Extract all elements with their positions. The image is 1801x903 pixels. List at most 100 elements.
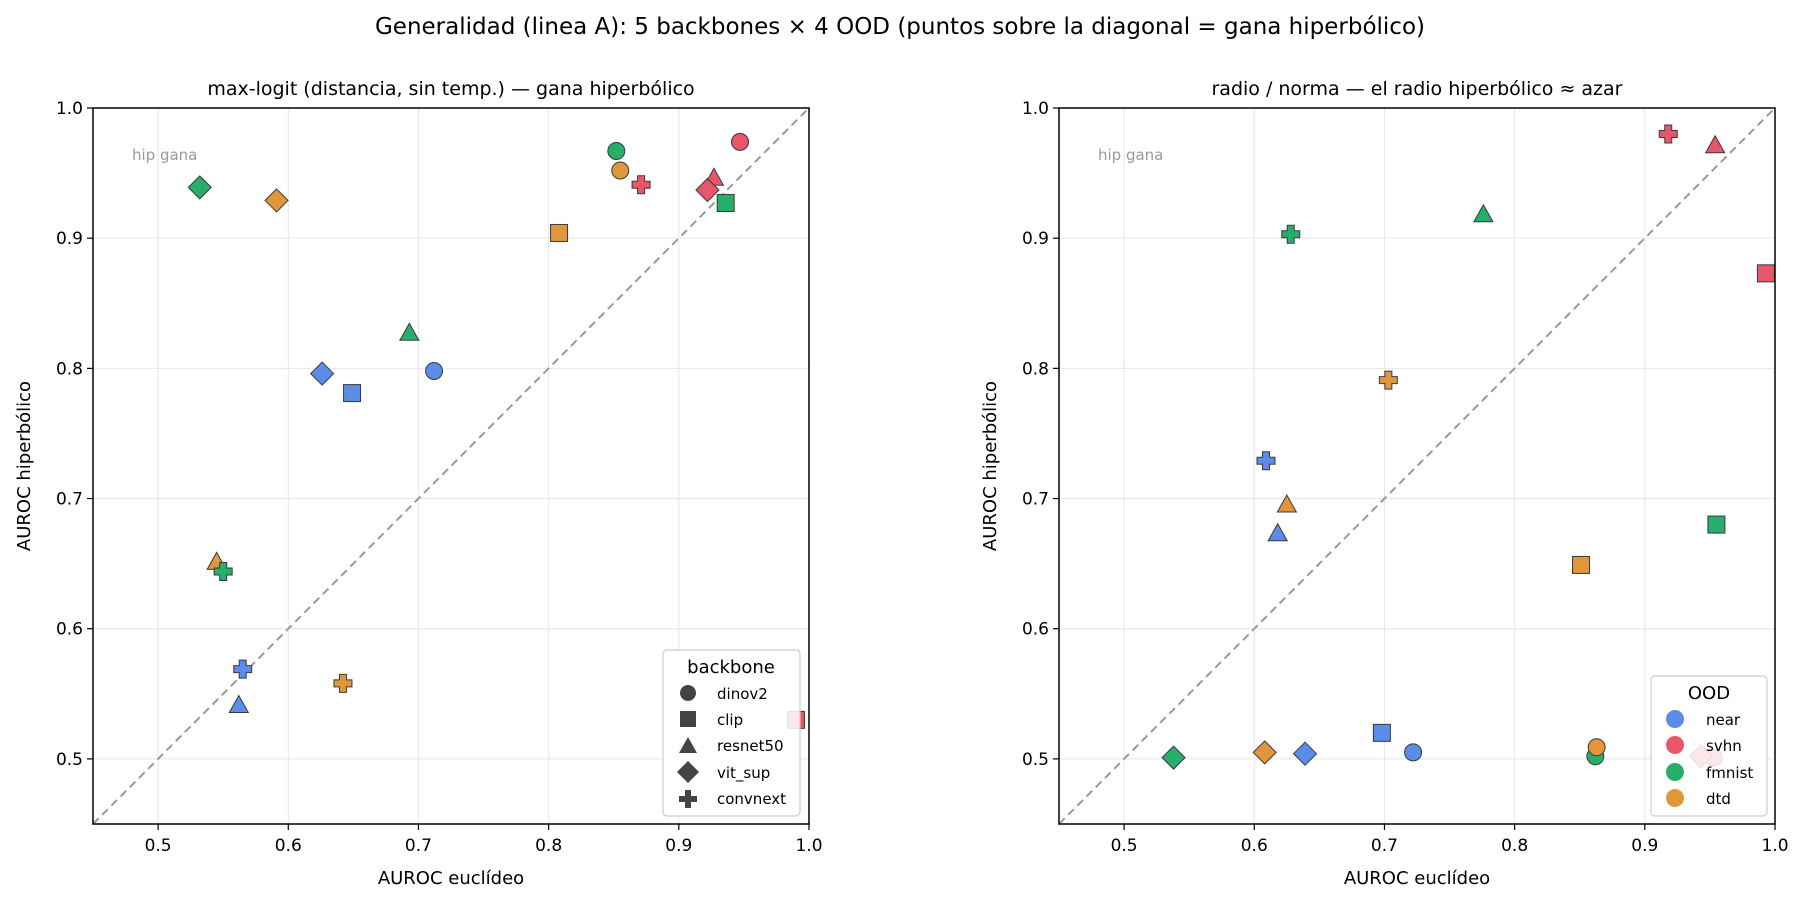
panel-title-max-logit: max-logit (distancia, sin temp.) — gana … xyxy=(207,78,694,100)
legend-label-near: near xyxy=(1706,711,1741,729)
legend-ood: OOD near svhn fmnist dtd xyxy=(1650,675,1768,817)
point-clip-fmnist xyxy=(716,194,735,213)
legend-marker-triangle xyxy=(679,737,697,753)
ticks-max-logit: 0.5 0.6 0.7 0.8 0.9 1.0 0.5 0.6 0.7 0.8 0.9 1.0 xyxy=(56,99,823,856)
y-tick-label: 0.6 xyxy=(56,620,83,640)
point-dinov2-dtd xyxy=(1587,738,1606,757)
panel-radio-norma: radio / norma — el radio hiperbólico ≈ a… xyxy=(980,78,1789,889)
point-vit-sup-near xyxy=(1292,741,1318,766)
point-convnext-near xyxy=(1256,451,1276,471)
point-clip-fmnist xyxy=(1707,515,1726,534)
x-tick-label: 1.0 xyxy=(795,836,822,856)
point-vit-sup-fmnist xyxy=(187,175,212,200)
legend-item-convnext: convnext xyxy=(679,790,786,808)
legend-label-dinov2: dinov2 xyxy=(717,685,768,703)
legend-marker-svhn xyxy=(1666,736,1684,754)
legend-item-svhn: svhn xyxy=(1666,736,1742,755)
legend-label-resnet50: resnet50 xyxy=(717,737,784,755)
legend-title-backbone: backbone xyxy=(687,657,775,678)
point-convnext-dtd xyxy=(333,673,353,693)
point-resnet50-dtd xyxy=(1276,494,1298,513)
point-resnet50-near xyxy=(1267,522,1289,542)
x-tick-label: 0.7 xyxy=(405,836,432,856)
y-tick-label: 0.9 xyxy=(56,229,83,249)
legend-marker-near xyxy=(1666,710,1684,728)
point-convnext-near xyxy=(233,659,253,679)
axes-frame-max-logit xyxy=(92,107,810,825)
legend-label-clip: clip xyxy=(717,711,743,729)
x-tick-label: 1.0 xyxy=(1761,836,1788,856)
panel-max-logit: max-logit (distancia, sin temp.) — gana … xyxy=(14,78,823,889)
y-axis-label-radio-norma: AUROC hiperbólico xyxy=(980,381,1001,551)
legend-backbone: backbone dinov2 clip resnet50 vit_sup co… xyxy=(662,649,801,817)
x-tick-label: 0.7 xyxy=(1371,836,1398,856)
legend-box-ood xyxy=(1650,675,1768,817)
x-tick-label: 0.6 xyxy=(275,836,302,856)
legend-marker-square xyxy=(680,711,696,727)
point-convnext-dtd xyxy=(1378,370,1398,390)
point-resnet50-fmnist xyxy=(1473,203,1494,223)
legend-label-svhn: svhn xyxy=(1706,737,1742,755)
legend-label-vit-sup: vit_sup xyxy=(717,764,770,783)
x-tick-label: 0.9 xyxy=(1631,836,1658,856)
point-convnext-svhn xyxy=(1658,124,1678,144)
point-dinov2-dtd xyxy=(611,161,630,180)
panel-title-radio-norma: radio / norma — el radio hiperbólico ≈ a… xyxy=(1211,78,1622,100)
y-tick-label: 0.7 xyxy=(1022,490,1049,510)
annotation-hip-gana-radio-norma: hip gana xyxy=(1098,146,1163,164)
y-tick-label: 0.5 xyxy=(1022,750,1049,770)
legend-title-ood: OOD xyxy=(1688,683,1730,704)
x-tick-label: 0.8 xyxy=(1501,836,1528,856)
point-resnet50-near xyxy=(228,694,250,714)
point-vit-sup-dtd xyxy=(1252,740,1277,765)
legend-box-backbone xyxy=(662,649,801,817)
point-clip-dtd xyxy=(550,223,569,242)
point-clip-near xyxy=(343,384,362,403)
point-convnext-fmnist xyxy=(213,561,233,581)
legend-marker-circle xyxy=(680,685,696,701)
legend-item-clip: clip xyxy=(680,711,743,729)
point-dinov2-fmnist xyxy=(607,141,626,160)
point-resnet50-fmnist xyxy=(398,322,420,341)
ticks-radio-norma: 0.5 0.6 0.7 0.8 0.9 1.0 0.5 0.6 0.7 0.8 0.9 1.0 xyxy=(1022,99,1789,856)
point-clip-dtd xyxy=(1572,555,1591,574)
point-vit-sup-near xyxy=(309,361,335,386)
x-tick-label: 0.5 xyxy=(145,836,172,856)
point-resnet50-svhn xyxy=(1704,134,1726,154)
legend-item-resnet50: resnet50 xyxy=(679,737,784,755)
annotation-hip-gana-max-logit: hip gana xyxy=(132,146,197,164)
y-tick-label: 0.6 xyxy=(1022,620,1049,640)
x-tick-label: 0.8 xyxy=(535,836,562,856)
point-dinov2-near xyxy=(1404,743,1423,762)
axes-frame-radio-norma xyxy=(1058,107,1776,825)
y-tick-label: 0.5 xyxy=(56,750,83,770)
point-clip-svhn xyxy=(1756,264,1775,283)
y-tick-label: 0.9 xyxy=(1022,229,1049,249)
legend-item-dtd: dtd xyxy=(1666,789,1731,808)
legend-marker-dtd xyxy=(1666,789,1684,807)
point-dinov2-svhn xyxy=(731,132,750,151)
y-tick-label: 0.8 xyxy=(1022,359,1049,379)
y-tick-label: 1.0 xyxy=(1022,99,1049,119)
point-vit-sup-svhn xyxy=(695,177,720,203)
point-clip-near xyxy=(1372,723,1391,742)
legend-marker-fmnist xyxy=(1666,763,1684,781)
legend-item-vit-sup: vit_sup xyxy=(677,761,770,783)
point-dinov2-near xyxy=(425,361,444,380)
legend-item-dinov2: dinov2 xyxy=(680,685,768,703)
point-vit-sup-dtd xyxy=(264,188,289,213)
legend-label-convnext: convnext xyxy=(717,790,786,808)
x-tick-label: 0.6 xyxy=(1241,836,1268,856)
legend-label-dtd: dtd xyxy=(1706,790,1731,808)
legend-item-near: near xyxy=(1666,710,1741,729)
figure-title: Generalidad (linea A): 5 backbones × 4 O… xyxy=(375,14,1425,40)
legend-label-fmnist: fmnist xyxy=(1706,764,1753,782)
y-tick-label: 0.8 xyxy=(56,359,83,379)
legend-marker-plus xyxy=(679,790,697,808)
legend-item-fmnist: fmnist xyxy=(1666,763,1753,782)
point-vit-sup-fmnist xyxy=(1161,745,1186,770)
x-tick-label: 0.5 xyxy=(1111,836,1138,856)
x-axis-label-radio-norma: AUROC euclídeo xyxy=(1344,868,1490,889)
y-tick-label: 1.0 xyxy=(56,99,83,119)
